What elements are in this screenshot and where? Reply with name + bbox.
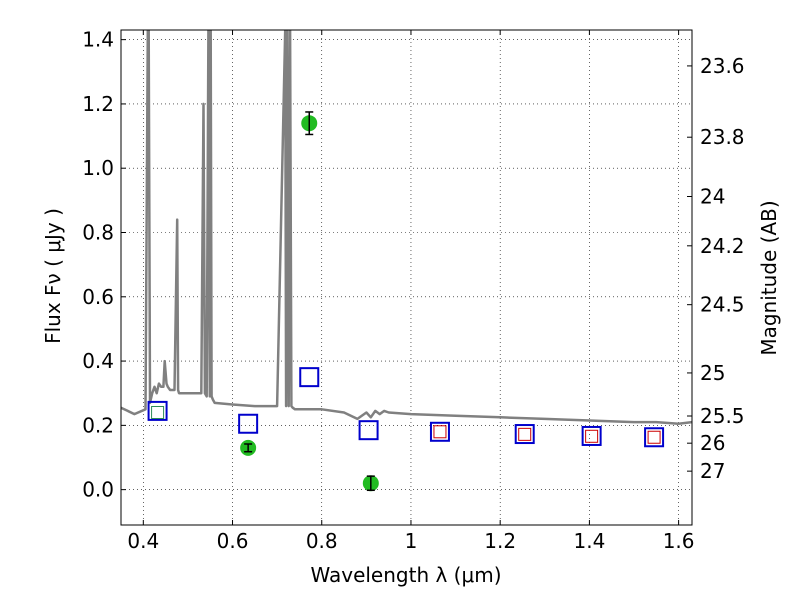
y-tick-label: 0.0 <box>82 478 114 502</box>
y-tick-label: 1.0 <box>82 156 114 180</box>
y-axis-label: Flux Fν ( μJy ) <box>41 208 65 344</box>
x-tick-label: 0.8 <box>306 529 338 553</box>
y-tick-label: 1.2 <box>82 92 114 116</box>
y2-tick-label: 23.8 <box>700 125 745 149</box>
y-tick-label: 0.6 <box>82 285 114 309</box>
plot-area <box>121 30 692 492</box>
red-square-marker <box>585 429 599 443</box>
red-square-marker <box>433 425 447 439</box>
x-tick-label: 0.6 <box>217 529 249 553</box>
y-tick-label: 1.4 <box>82 28 114 52</box>
red-square-marker <box>647 430 661 444</box>
model-photometry-square <box>147 400 168 421</box>
y2-tick-label: 24.2 <box>700 234 745 258</box>
x-tick-label: 1.4 <box>573 529 605 553</box>
y2-tick-label: 25.5 <box>700 404 745 428</box>
x-tick-label: 0.4 <box>127 529 159 553</box>
model-photometry-square <box>644 427 665 448</box>
y2-tick-label: 27 <box>700 459 725 483</box>
plot-frame <box>120 29 693 526</box>
model-photometry-square <box>429 421 450 442</box>
y2-axis-label: Magnitude (AB) <box>757 200 781 355</box>
y2-tick-label: 24 <box>700 184 725 208</box>
x-tick-label: 1.2 <box>484 529 516 553</box>
y-tick-label: 0.4 <box>82 349 114 373</box>
y2-tick-label: 25 <box>700 361 725 385</box>
model-photometry-square <box>514 424 535 445</box>
model-photometry-square <box>358 420 379 441</box>
model-spectrum-line <box>121 30 692 426</box>
y-tick-label: 0.2 <box>82 413 114 437</box>
y2-tick-label: 26 <box>700 431 725 455</box>
red-square-marker <box>518 427 532 441</box>
y2-tick-label: 24.5 <box>700 293 745 317</box>
y2-tick-label: 23.6 <box>700 54 745 78</box>
x-tick-label: 1.6 <box>663 529 695 553</box>
axes: 0.4 0.6 0.8 1 1.2 1.4 1.6 0.0 0.2 0.4 0.6 0.8 1.0 1.2… <box>82 28 744 553</box>
y-tick-label: 0.8 <box>82 221 114 245</box>
x-tick-label: 1 <box>405 529 418 553</box>
model-photometry-square <box>299 367 320 388</box>
model-photometry-square <box>238 413 259 434</box>
green-square-marker <box>151 406 165 419</box>
model-photometry-square <box>581 425 602 446</box>
x-axis-label: Wavelength λ (μm) <box>310 563 501 587</box>
